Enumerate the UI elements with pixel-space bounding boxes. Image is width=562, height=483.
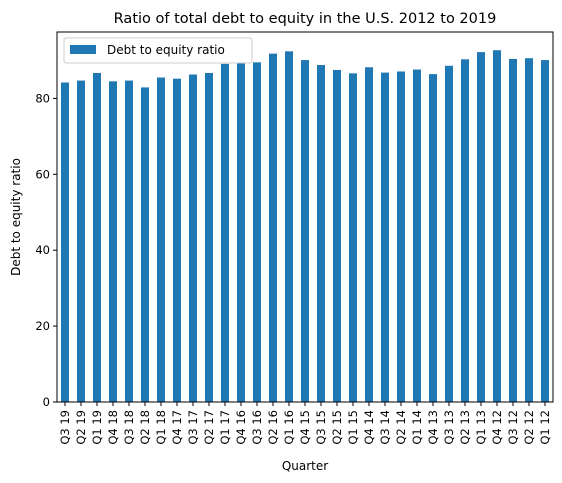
- legend: Debt to equity ratio: [63, 37, 253, 64]
- x-tick-label: Q1 12: [538, 410, 552, 445]
- bar: [173, 78, 181, 403]
- y-tick-label: 80: [35, 91, 50, 105]
- x-tick-label: Q3 18: [122, 410, 136, 445]
- x-tick-label: Q4 12: [490, 410, 504, 445]
- bar: [509, 58, 517, 402]
- bar: [221, 63, 229, 402]
- bar: [365, 67, 373, 402]
- bar: [285, 51, 293, 402]
- chart-title: Ratio of total debt to equity in the U.S…: [114, 11, 497, 27]
- x-tick-label: Q2 19: [74, 410, 88, 445]
- bar: [381, 72, 389, 403]
- bars-group: [61, 50, 549, 403]
- bar: [269, 53, 277, 402]
- bar: [397, 71, 405, 402]
- bar: [477, 52, 485, 403]
- x-axis: Q3 19 Q2 19 Q1 19 Q4 18 Q3 18 Q2 18 Q1 18 Q4 17…: [58, 402, 552, 445]
- x-tick-label: Q2 15: [330, 410, 344, 445]
- bar: [77, 80, 85, 402]
- bar: [333, 69, 341, 402]
- x-tick-label: Q3 19: [58, 410, 72, 445]
- x-tick-label: Q2 17: [202, 410, 216, 445]
- x-tick-label: Q3 16: [250, 410, 264, 445]
- y-tick-label: 20: [35, 319, 50, 333]
- x-tick-label: Q4 16: [234, 410, 248, 445]
- bar: [461, 59, 469, 402]
- bar: [61, 82, 69, 402]
- bar: [189, 74, 197, 402]
- legend-box: [63, 37, 253, 64]
- bar: [253, 62, 261, 403]
- bar: [125, 80, 133, 402]
- y-axis: 0 20 40 60 80: [35, 91, 57, 409]
- x-tick-label: Q4 14: [362, 410, 376, 445]
- x-tick-label: Q4 17: [170, 410, 184, 445]
- legend-label: Debt to equity ratio: [107, 43, 225, 57]
- x-tick-label: Q1 17: [218, 410, 232, 445]
- bar: [317, 65, 325, 403]
- x-tick-label: Q1 13: [474, 410, 488, 445]
- y-axis-label: Debt to equity ratio: [9, 158, 23, 276]
- bar: [205, 72, 213, 402]
- x-tick-label: Q4 13: [426, 410, 440, 445]
- bar: [525, 58, 533, 403]
- bar: [237, 63, 245, 403]
- x-tick-label: Q2 18: [138, 410, 152, 445]
- x-tick-label: Q4 15: [298, 410, 312, 445]
- x-tick-label: Q1 18: [154, 410, 168, 445]
- x-axis-label: Quarter: [282, 459, 328, 473]
- x-tick-label: Q2 12: [522, 410, 536, 445]
- y-tick-label: 60: [35, 167, 50, 181]
- legend-swatch: [70, 45, 96, 54]
- bar: [493, 50, 501, 402]
- y-tick-label: 40: [35, 243, 50, 257]
- x-tick-label: Q2 16: [266, 410, 280, 445]
- x-tick-label: Q4 18: [106, 410, 120, 445]
- x-tick-label: Q3 14: [378, 410, 392, 445]
- bar: [413, 69, 421, 402]
- y-tick-label: 0: [43, 395, 50, 409]
- x-tick-label: Q1 19: [90, 410, 104, 445]
- x-tick-label: Q2 13: [458, 410, 472, 445]
- x-tick-label: Q2 14: [394, 410, 408, 445]
- x-tick-label: Q1 14: [410, 410, 424, 445]
- bar: [541, 60, 549, 402]
- x-tick-label: Q3 13: [442, 410, 456, 445]
- bar: [157, 77, 165, 402]
- bar: [93, 72, 101, 402]
- x-tick-label: Q3 12: [506, 410, 520, 445]
- bar: [109, 81, 117, 402]
- x-tick-label: Q3 15: [314, 410, 328, 445]
- bar: [349, 73, 357, 403]
- bar: [445, 65, 453, 403]
- x-tick-label: Q1 15: [346, 410, 360, 445]
- bar: [429, 74, 437, 403]
- x-tick-label: Q3 17: [186, 410, 200, 445]
- bar: [141, 87, 149, 402]
- x-tick-label: Q1 16: [282, 410, 296, 445]
- bar: [301, 60, 309, 402]
